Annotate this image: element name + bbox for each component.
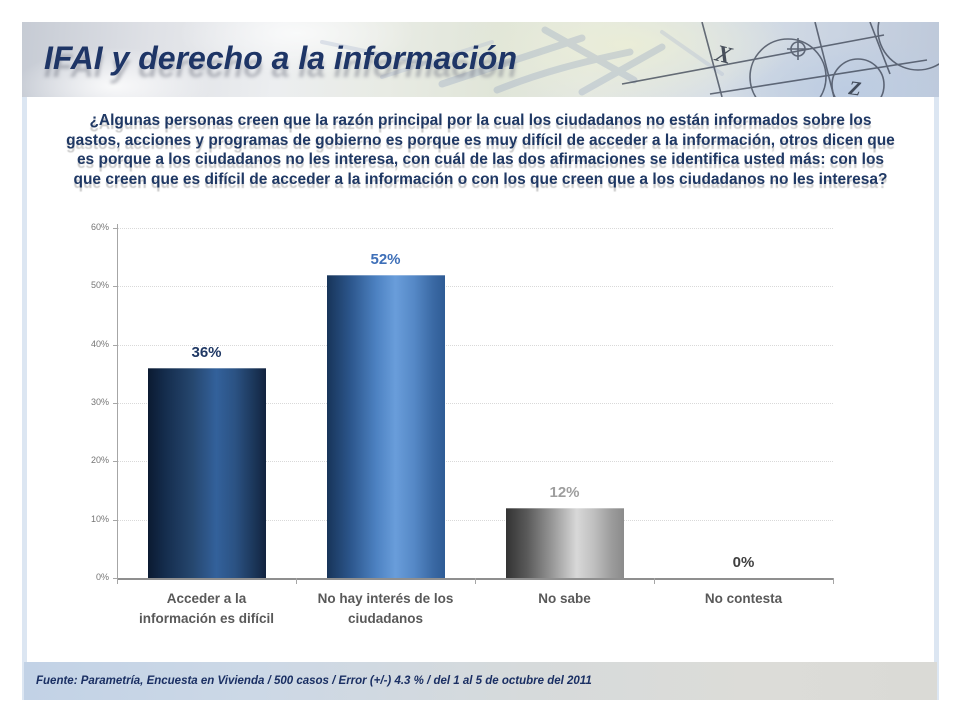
y-axis-label: 60% bbox=[90, 222, 109, 232]
gridline bbox=[117, 228, 833, 229]
category-label: Acceder a la información es difícil bbox=[138, 591, 275, 626]
x-axis-tick bbox=[475, 578, 476, 584]
y-axis-label: 30% bbox=[90, 397, 109, 407]
y-axis-tick bbox=[113, 403, 117, 404]
slide-title: IFAI y derecho a la información bbox=[44, 40, 518, 76]
source-text: Fuente: Parametría, Encuesta en Vivienda… bbox=[36, 675, 592, 687]
footer-band: Fuente: Parametría, Encuesta en Vivienda… bbox=[24, 662, 937, 700]
gridline bbox=[117, 403, 833, 404]
value-label: 36% bbox=[191, 344, 222, 361]
content-right-edge bbox=[934, 97, 939, 700]
sketch-z-glyph: Z bbox=[846, 77, 862, 97]
value-label: 12% bbox=[549, 484, 580, 501]
question-text: ¿Algunas personas creen que la razón pri… bbox=[66, 112, 895, 188]
y-axis-label: 10% bbox=[90, 513, 109, 524]
x-axis-tick bbox=[117, 578, 118, 584]
y-axis-tick bbox=[113, 461, 117, 463]
y-axis-tick bbox=[113, 578, 117, 579]
x-axis-tick bbox=[654, 578, 655, 584]
value-label: 0% bbox=[732, 554, 755, 571]
y-axis-tick bbox=[113, 519, 117, 521]
category-label: No contesta bbox=[704, 591, 783, 606]
y-axis-tick bbox=[113, 228, 117, 229]
y-axis-tick bbox=[113, 286, 117, 288]
compass-sketch-decoration-icon: X Z bbox=[320, 22, 939, 97]
gridline bbox=[117, 519, 833, 521]
slide-header: X Z IFAI y derecho a la información bbox=[22, 22, 939, 97]
y-axis bbox=[117, 224, 118, 578]
x-axis-tick bbox=[833, 578, 834, 584]
value-label: 52% bbox=[370, 250, 401, 268]
x-axis-tick bbox=[296, 578, 297, 584]
chart-bar bbox=[147, 368, 266, 578]
y-axis-tick bbox=[113, 344, 117, 346]
category-label: No sabe bbox=[538, 591, 591, 606]
y-axis-label: 40% bbox=[90, 338, 109, 349]
chart-bar bbox=[326, 274, 445, 578]
gridline bbox=[117, 461, 833, 463]
chart-bar bbox=[505, 508, 624, 578]
y-axis-label: 20% bbox=[90, 455, 109, 466]
category-label: No hay interés de los ciudadanos bbox=[317, 591, 454, 626]
y-axis-label: 50% bbox=[90, 280, 109, 291]
content-left-edge bbox=[22, 97, 27, 700]
sketch-x-glyph: X bbox=[712, 40, 736, 70]
gridline bbox=[117, 344, 833, 346]
gridline bbox=[117, 286, 833, 288]
y-axis-label: 0% bbox=[95, 572, 109, 582]
